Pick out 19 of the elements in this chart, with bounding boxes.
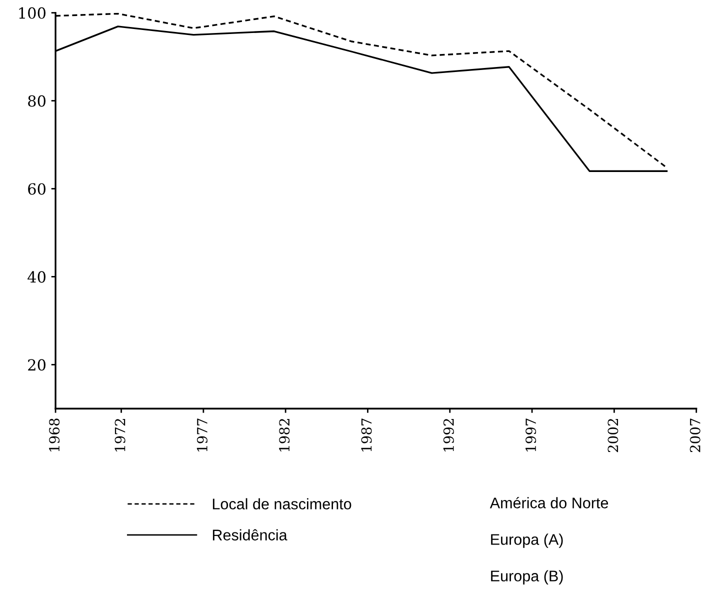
x-tick-label: 1977 bbox=[196, 418, 208, 452]
y-tick-label: 40 bbox=[28, 271, 46, 283]
x-tick-label: 1987 bbox=[361, 418, 372, 452]
x-tick-label: 1997 bbox=[526, 418, 536, 452]
x-tick-label: 2007 bbox=[690, 418, 700, 452]
legend-label: Local de nascimento bbox=[212, 498, 352, 510]
text: Europa (B) bbox=[491, 570, 563, 584]
x-tick-label: 2002 bbox=[608, 419, 618, 452]
y-tick-label: 60 bbox=[28, 183, 46, 195]
x-tick-label: 1972 bbox=[114, 419, 126, 452]
text: Europa (A) bbox=[491, 534, 563, 548]
y-tick-label: 100 bbox=[19, 7, 46, 19]
y-tick-label: 80 bbox=[28, 95, 46, 107]
x-tick-label: 1968 bbox=[49, 418, 60, 452]
legend-label: Residência bbox=[212, 529, 288, 540]
text: América do Norte bbox=[490, 496, 608, 508]
x-tick-label: 1992 bbox=[443, 419, 454, 452]
x-tick-label: 1982 bbox=[279, 419, 290, 452]
y-tick-label: 20 bbox=[28, 359, 46, 371]
